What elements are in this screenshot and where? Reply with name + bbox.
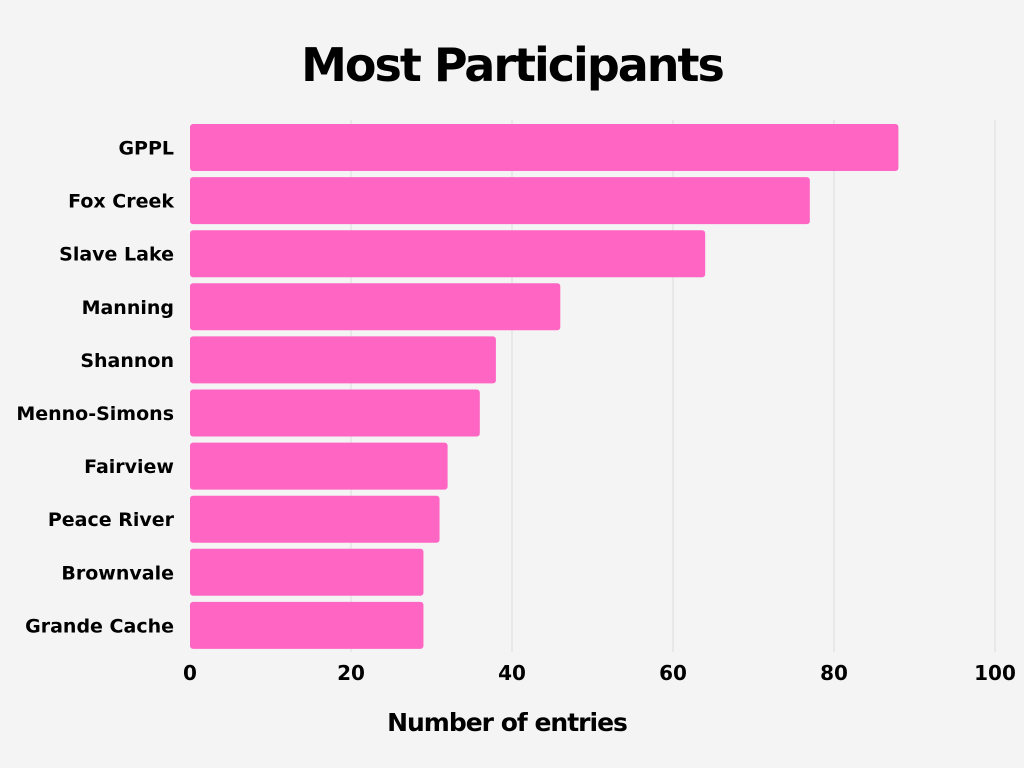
category-label-5: Menno-Simons [16,403,174,425]
category-label-9: Grande Cache [25,615,174,637]
bar-0 [190,124,899,171]
x-tick-label-3: 60 [659,661,687,685]
x-tick-label-2: 40 [498,661,526,685]
x-tick-label-4: 80 [820,661,848,685]
bar-2 [190,230,706,278]
category-label-2: Slave Lake [59,244,174,266]
category-label-7: Peace River [48,509,175,531]
bar-9 [190,601,424,649]
x-axis-title: Number of entries [387,708,628,737]
category-label-8: Brownvale [61,562,174,584]
category-label-6: Fairview [84,456,174,478]
bar-1 [190,177,810,225]
bar-3 [190,283,561,331]
chart-title: Most Participants [301,38,725,92]
category-label-3: Manning [82,297,174,319]
bar-4 [190,336,496,384]
x-tick-label-1: 20 [337,661,365,685]
x-tick-label-0: 0 [183,661,197,685]
bar-7 [190,495,440,543]
bar-8 [190,548,424,596]
x-tick-label-5: 100 [974,661,1016,685]
category-label-4: Shannon [80,350,174,372]
category-label-0: GPPL [118,138,174,160]
category-label-1: Fox Creek [68,191,174,213]
bar-6 [190,442,448,490]
bar-5 [190,389,480,437]
